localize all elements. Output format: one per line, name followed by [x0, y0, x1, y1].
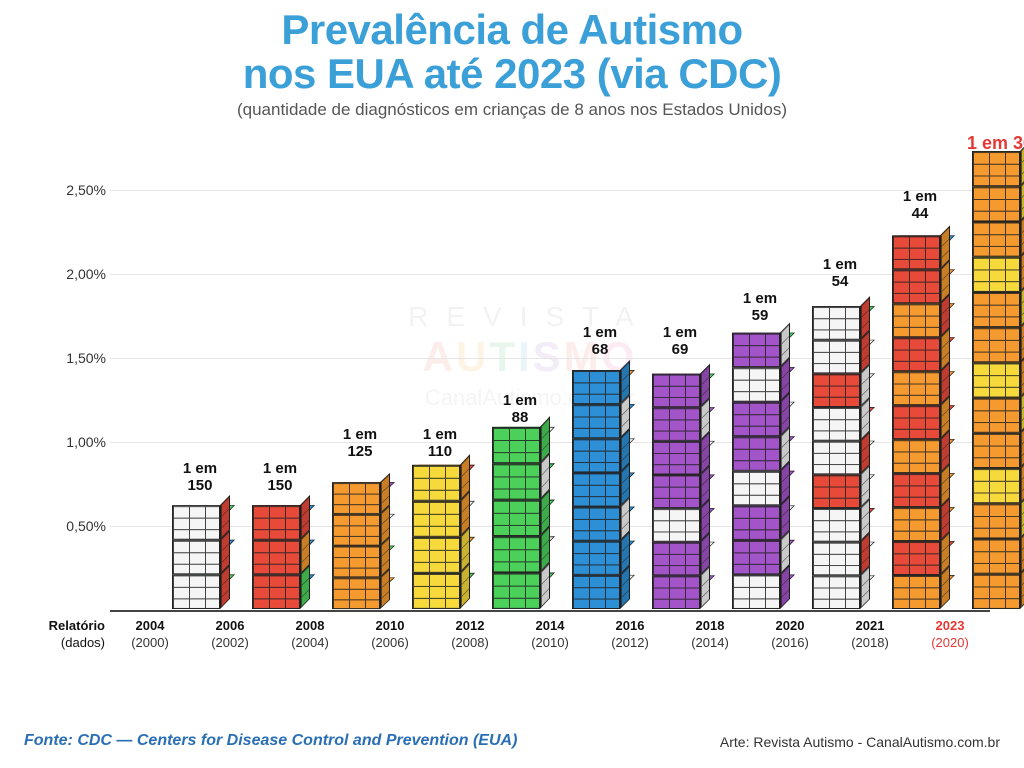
bar-value-label: 1 em150: [263, 461, 297, 494]
cube: [812, 568, 868, 610]
bar: 1 em125: [326, 466, 394, 610]
cube: [332, 571, 388, 610]
chart-title: Prevalência de Autismo nos EUA até 2023 …: [0, 0, 1024, 96]
cube-stack: [252, 498, 308, 610]
cube-stack: [812, 299, 868, 610]
cube: [892, 568, 948, 610]
bar-value-label: 1 em44: [903, 189, 937, 222]
bar: 1 em 36: [966, 160, 1024, 610]
bar: 1 em88: [486, 432, 554, 610]
cube-stack: [492, 419, 548, 610]
cube: [652, 568, 708, 610]
cube: [492, 565, 548, 610]
bar: 1 em150: [246, 500, 314, 610]
chart-area: REVISTA AUTISMO CanalAutismo.com.br 0,50…: [60, 140, 1000, 680]
bar-value-label: 1 em69: [663, 325, 697, 358]
cube: [412, 565, 468, 610]
cube: [252, 567, 308, 610]
x-axis-title-main: Relatório: [49, 618, 105, 633]
x-axis: 2004(2000) 2006(2002) 2008(2004) 2010(2006)…: [110, 618, 990, 652]
bar: 1 em110: [406, 466, 474, 610]
y-tick-label: 2,50%: [66, 182, 106, 198]
x-tick: 2004(2000): [116, 618, 184, 652]
bar: 1 em44: [886, 228, 954, 610]
bar: 1 em150: [166, 500, 234, 610]
cube-stack: [732, 326, 788, 610]
bar-value-label: 1 em54: [823, 257, 857, 290]
source-text: Fonte: CDC — Centers for Disease Control…: [24, 732, 517, 750]
x-tick: 2016(2012): [596, 618, 664, 652]
y-tick-label: 1,50%: [66, 350, 106, 366]
x-tick: 2010(2006): [356, 618, 424, 652]
cube-stack: [332, 476, 388, 610]
footer: Fonte: CDC — Centers for Disease Control…: [24, 732, 1000, 750]
baseline: [110, 610, 990, 612]
x-tick: 2008(2004): [276, 618, 344, 652]
cube: [172, 567, 228, 610]
x-tick: 2018(2014): [676, 618, 744, 652]
cube: [572, 568, 628, 610]
title-line-1: Prevalência de Autismo: [281, 6, 742, 53]
cube-stack: [972, 144, 1024, 610]
bar-container: 1 em1501 em1501 em1251 em1101 em881 em68…: [160, 140, 1024, 610]
y-tick-label: 2,00%: [66, 266, 106, 282]
y-tick-label: 0,50%: [66, 518, 106, 534]
bar-value-label: 1 em125: [343, 427, 377, 460]
x-axis-title-sub: (dados): [61, 635, 105, 650]
bar-value-label: 1 em59: [743, 291, 777, 324]
cube: [732, 567, 788, 610]
x-tick: 2021(2018): [836, 618, 904, 652]
cube-stack: [892, 228, 948, 610]
cube-stack: [572, 363, 628, 610]
cube-stack: [172, 498, 228, 610]
bar: 1 em59: [726, 330, 794, 610]
y-tick-label: 1,00%: [66, 434, 106, 450]
credit-text: Arte: Revista Autismo - CanalAutismo.com…: [720, 734, 1000, 750]
title-line-2: nos EUA até 2023 (via CDC): [243, 50, 782, 97]
bar-value-label: 1 em68: [583, 325, 617, 358]
x-tick: 2014(2010): [516, 618, 584, 652]
cube-stack: [412, 457, 468, 610]
plot-region: 1 em1501 em1501 em1251 em1101 em881 em68…: [110, 140, 990, 610]
bar-value-label: 1 em150: [183, 461, 217, 494]
x-tick: 2023(2020): [916, 618, 984, 652]
bar: 1 em69: [646, 364, 714, 610]
bar-value-label: 1 em110: [423, 427, 457, 460]
cube-stack: [652, 367, 708, 610]
x-tick: 2012(2008): [436, 618, 504, 652]
cube: [972, 566, 1024, 610]
x-tick: 2006(2002): [196, 618, 264, 652]
y-axis: 0,50% 1,00% 1,50% 2,00% 2,50%: [60, 140, 110, 610]
x-tick: 2020(2016): [756, 618, 824, 652]
bar: 1 em68: [566, 364, 634, 610]
bar: 1 em54: [806, 296, 874, 610]
x-axis-title: Relatório (dados): [25, 618, 105, 652]
chart-subtitle: (quantidade de diagnósticos em crianças …: [0, 100, 1024, 120]
